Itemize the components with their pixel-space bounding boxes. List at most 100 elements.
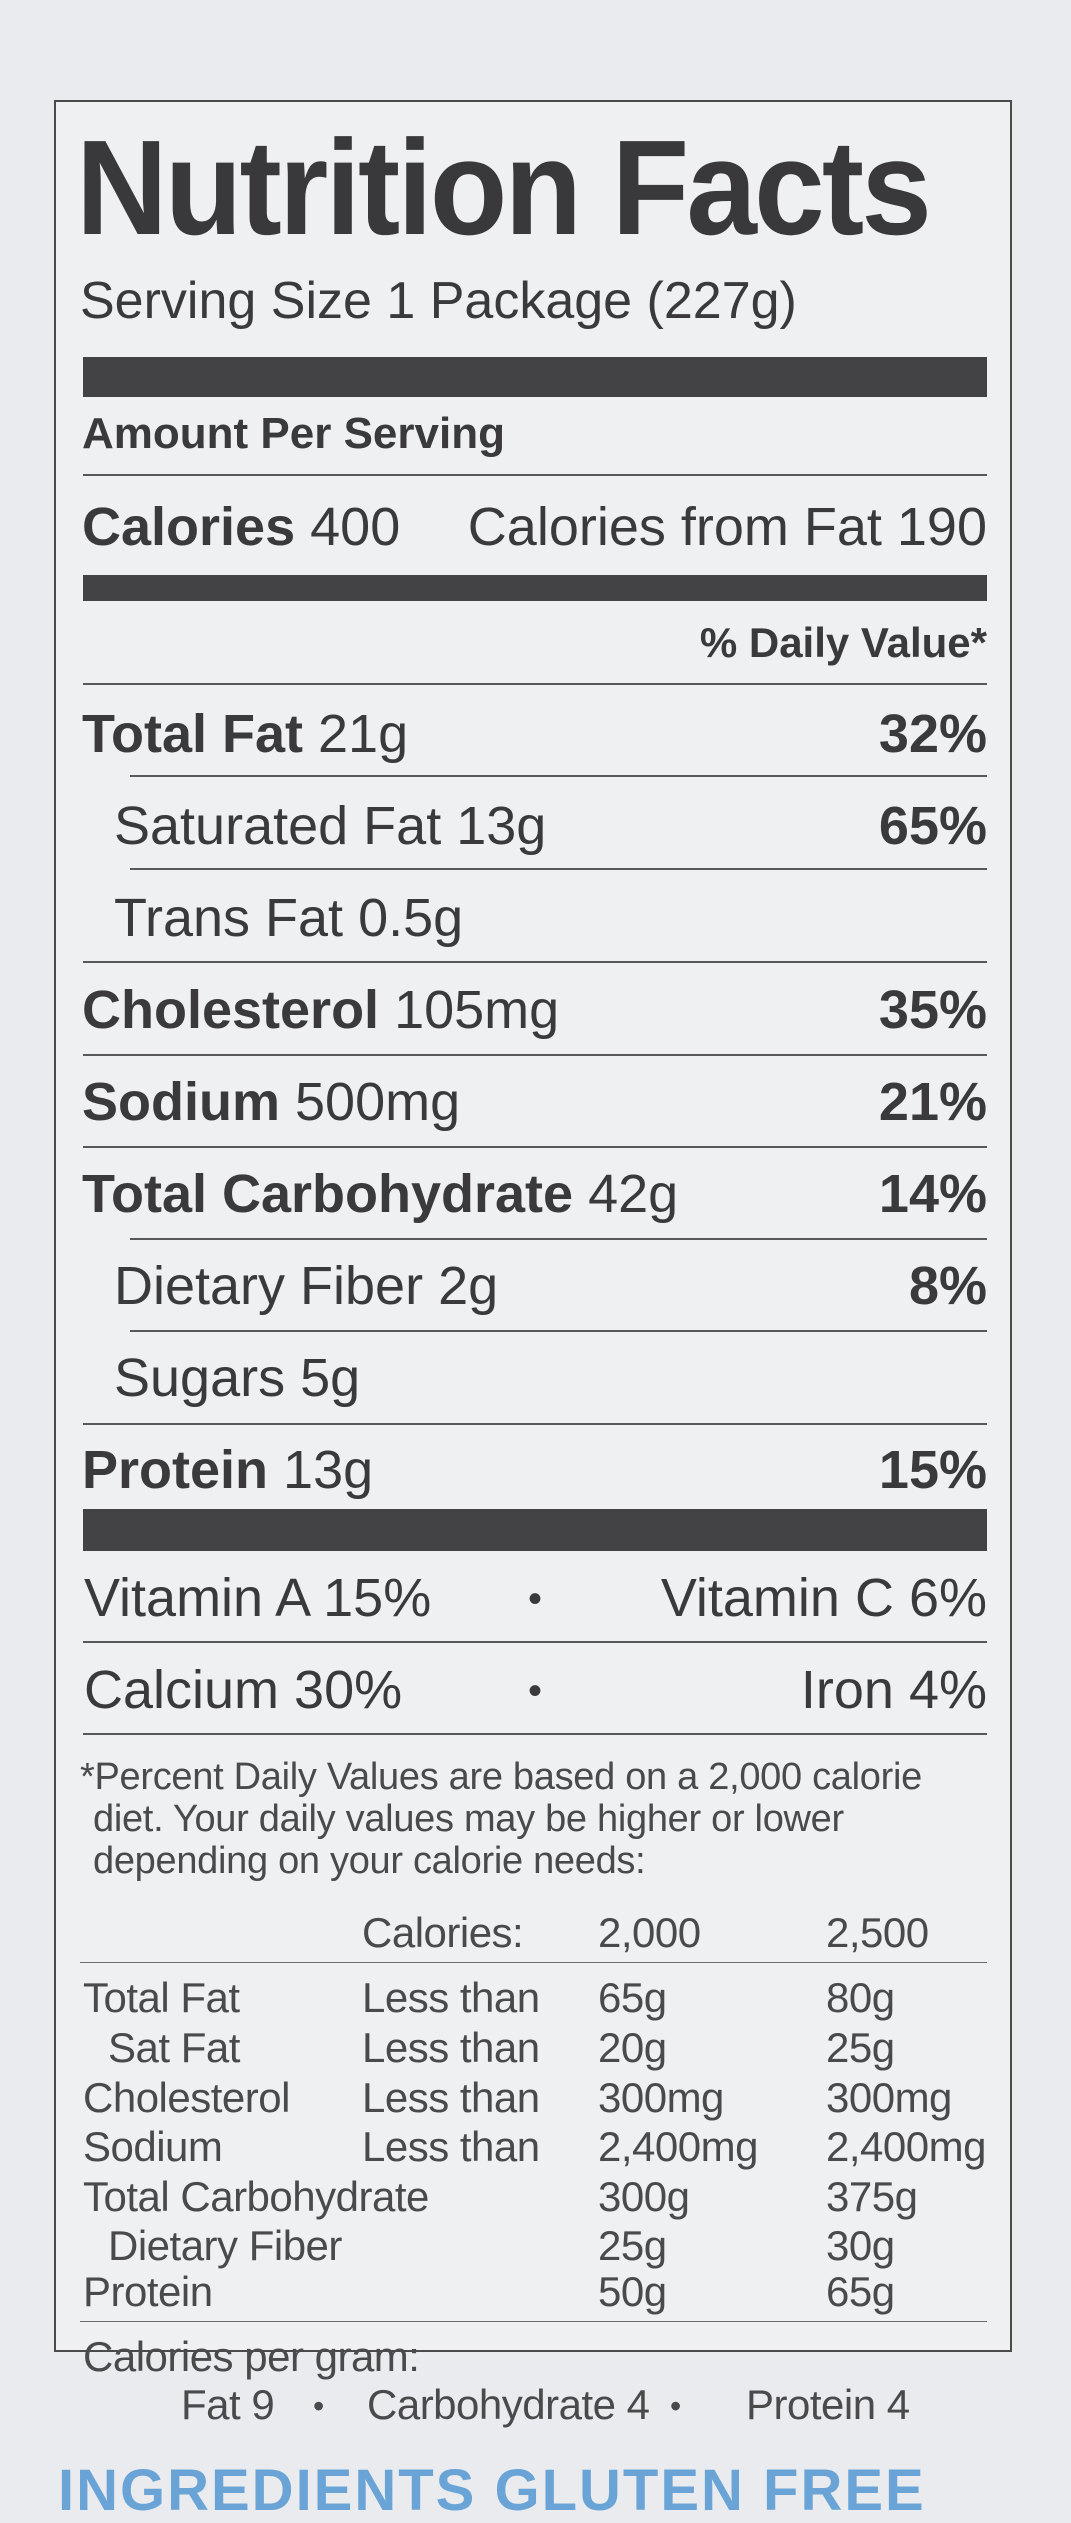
ref-value-2500: 30g xyxy=(826,2222,895,2269)
thick-bar-top xyxy=(83,357,987,397)
nutrient-amount: 500mg xyxy=(295,1072,461,1132)
divider xyxy=(80,2321,987,2322)
iron: Iron 4% xyxy=(800,1660,987,1720)
ref-nutrient: Dietary Fiber xyxy=(108,2222,342,2269)
ref-value-2000: 300mg xyxy=(598,2074,724,2121)
thick-bar-bottom xyxy=(83,1509,987,1551)
nutrient-dv: 15% xyxy=(878,1440,987,1500)
nutrient-row-sodium: Sodium 500mg xyxy=(82,1075,460,1129)
nutrient-row-saturated-fat: Saturated Fat 13g xyxy=(114,799,546,853)
nutrient-row-trans-fat: Trans Fat 0.5g xyxy=(114,891,463,945)
divider xyxy=(83,1641,987,1643)
ingredients-heading: INGREDIENTS GLUTEN FREE xyxy=(58,2458,926,2523)
nutrient-amount: 21g xyxy=(318,704,409,764)
nutrient-amount: 2g xyxy=(438,1256,499,1316)
divider xyxy=(80,1962,987,1963)
calories-per-gram-label: Calories per gram: xyxy=(83,2333,420,2380)
nutrient-row-dietary-fiber: Dietary Fiber 2g xyxy=(114,1259,498,1313)
ref-value-2500: 2,400mg xyxy=(826,2123,986,2170)
nutrient-name: Protein xyxy=(82,1440,269,1500)
ref-nutrient: Sodium xyxy=(83,2123,223,2170)
calories-from-fat: Calories from Fat 190 xyxy=(467,497,987,557)
ref-nutrient: Total Fat xyxy=(83,1974,240,2021)
nutrient-amount: 13g xyxy=(456,796,547,856)
nutrient-name: Sodium xyxy=(82,1072,280,1132)
ref-nutrient: Cholesterol xyxy=(83,2074,290,2121)
nutrient-amount: 13g xyxy=(283,1440,374,1500)
ref-nutrient: Sat Fat xyxy=(108,2024,240,2071)
divider xyxy=(130,868,987,870)
ref-qualifier: Less than xyxy=(362,2123,540,2170)
calories-per-gram-protein: Protein 4 xyxy=(746,2381,910,2428)
nutrient-name: Saturated Fat xyxy=(114,796,442,856)
nutrient-amount: 0.5g xyxy=(358,888,464,948)
calcium: Calcium 30% xyxy=(84,1660,403,1720)
serving-size: Serving Size 1 Package (227g) xyxy=(80,272,797,330)
bullet-separator: • xyxy=(313,2388,324,2424)
bullet-separator: • xyxy=(528,1669,543,1713)
amount-per-serving: Amount Per Serving xyxy=(82,409,505,458)
ref-value-2000: 25g xyxy=(598,2222,667,2269)
daily-value-header: % Daily Value* xyxy=(699,619,987,666)
nutrient-row-total-carbohydrate: Total Carbohydrate 42g xyxy=(82,1167,678,1221)
ref-value-2000: 50g xyxy=(598,2268,667,2315)
bullet-separator: • xyxy=(670,2388,681,2424)
ref-value-2500: 80g xyxy=(826,1974,895,2021)
nutrient-amount: 105mg xyxy=(394,980,560,1040)
nutrient-dv: 8% xyxy=(908,1256,987,1316)
calories-row: Calories 400 xyxy=(82,500,400,554)
calories-label: Calories xyxy=(82,497,296,557)
divider xyxy=(83,683,987,685)
ref-header-2500: 2,500 xyxy=(826,1909,929,1956)
nutrient-amount: 5g xyxy=(300,1348,361,1408)
divider xyxy=(130,775,987,777)
thick-bar-middle xyxy=(83,575,987,601)
nutrient-name: Total Carbohydrate xyxy=(82,1164,574,1224)
ref-value-2500: 65g xyxy=(826,2268,895,2315)
divider xyxy=(83,474,987,476)
divider xyxy=(130,1330,987,1332)
nutrient-dv: 32% xyxy=(878,704,987,764)
ref-qualifier: Less than xyxy=(362,2074,540,2121)
nutrient-row-protein: Protein 13g xyxy=(82,1443,373,1497)
footnote-line: depending on your calorie needs: xyxy=(93,1840,646,1882)
nutrient-row-sugars: Sugars 5g xyxy=(114,1351,360,1405)
ref-qualifier: Less than xyxy=(362,2024,540,2071)
calories-per-gram-carbohydrate: Carbohydrate 4 xyxy=(367,2381,650,2428)
nutrient-name: Dietary Fiber xyxy=(114,1256,424,1316)
divider xyxy=(83,1054,987,1056)
calories-per-gram-fat: Fat 9 xyxy=(181,2381,275,2428)
ref-value-2000: 300g xyxy=(598,2173,690,2220)
ref-value-2000: 20g xyxy=(598,2024,667,2071)
nutrient-dv: 21% xyxy=(878,1072,987,1132)
calories-value: 400 xyxy=(310,497,401,557)
ref-value-2000: 2,400mg xyxy=(598,2123,758,2170)
ref-qualifier: Less than xyxy=(362,1974,540,2021)
ref-value-2500: 300mg xyxy=(826,2074,952,2121)
ref-value-2500: 25g xyxy=(826,2024,895,2071)
divider xyxy=(83,1733,987,1735)
ref-value-2500: 375g xyxy=(826,2173,918,2220)
divider xyxy=(130,1238,987,1240)
divider xyxy=(83,1423,987,1425)
divider xyxy=(83,1146,987,1148)
nutrition-title: Nutrition Facts xyxy=(76,112,932,263)
vitamin-a: Vitamin A 15% xyxy=(84,1568,432,1628)
ref-nutrient: Protein xyxy=(83,2268,213,2315)
footnote-line: *Percent Daily Values are based on a 2,0… xyxy=(80,1756,922,1798)
vitamin-c: Vitamin C 6% xyxy=(660,1568,987,1628)
ref-header-calories: Calories: xyxy=(362,1909,524,1956)
nutrient-row-total-fat: Total Fat 21g xyxy=(82,707,408,761)
bullet-separator: • xyxy=(528,1577,543,1621)
ref-value-2000: 65g xyxy=(598,1974,667,2021)
divider xyxy=(83,961,987,963)
ref-header-2000: 2,000 xyxy=(598,1909,701,1956)
nutrient-name: Total Fat xyxy=(82,704,303,764)
nutrient-dv: 14% xyxy=(878,1164,987,1224)
nutrient-amount: 42g xyxy=(588,1164,679,1224)
footnote-line: diet. Your daily values may be higher or… xyxy=(93,1798,844,1840)
nutrient-dv: 65% xyxy=(878,796,987,856)
nutrient-name: Sugars xyxy=(114,1348,286,1408)
nutrient-name: Trans Fat xyxy=(114,888,344,948)
ref-nutrient: Total Carbohydrate xyxy=(83,2173,429,2220)
